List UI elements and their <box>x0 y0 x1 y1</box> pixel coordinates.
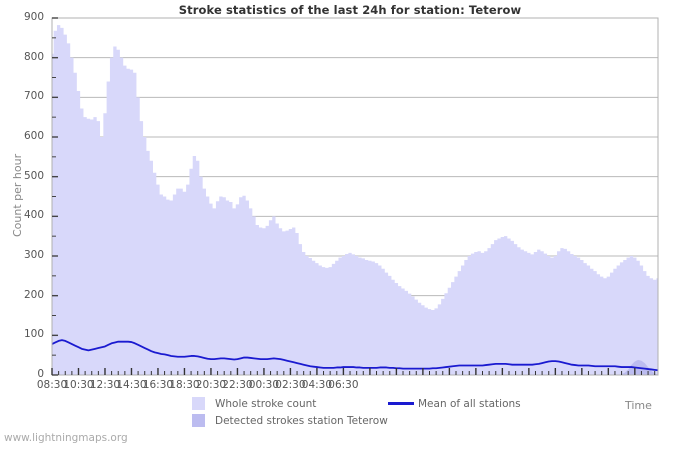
legend-item-label: Whole stroke count <box>215 398 317 410</box>
legend-swatch <box>192 397 205 410</box>
y-axis-tick-label: 900 <box>23 11 44 23</box>
y-axis-tick-label: 400 <box>23 209 44 222</box>
y-axis-title: Count per hour <box>11 153 24 237</box>
x-axis-tick-label: 00:30 <box>248 379 280 391</box>
mean-line-layer <box>51 339 659 372</box>
y-axis-tick-label: 800 <box>23 50 44 63</box>
x-axis-tick-label: 10:30 <box>63 379 94 391</box>
y-axis-tick-label: 500 <box>23 169 44 182</box>
x-axis-tick-label: 04:30 <box>301 379 333 391</box>
y-axis-tick-label: 700 <box>23 90 44 103</box>
x-axis-tick-label: 02:30 <box>275 379 306 391</box>
x-axis-tick-label: 22:30 <box>222 379 253 391</box>
legend-item-label: Detected strokes station Teterow <box>215 415 388 427</box>
x-axis-tick-label: 12:30 <box>89 379 121 391</box>
legend-item-label: Mean of all stations <box>418 398 521 410</box>
x-axis-tick-label: 20:30 <box>195 379 227 391</box>
x-axis-tick-label: 16:30 <box>142 379 174 391</box>
legend-line-marker <box>388 402 414 405</box>
y-axis-tick-label: 600 <box>23 130 44 142</box>
area-series-layer <box>52 25 658 375</box>
page-title: Stroke statistics of the last 24h for st… <box>178 3 522 17</box>
axis-ticks <box>51 17 656 376</box>
x-axis-tick-label: 18:30 <box>169 379 200 391</box>
y-axis-tick-label: 200 <box>23 288 44 301</box>
y-axis-tick-label: 0 <box>37 368 44 380</box>
x-axis-tick-label: 06:30 <box>328 379 359 391</box>
x-axis-tick-label: 14:30 <box>116 379 147 391</box>
watermark: www.lightningmaps.org <box>4 432 128 444</box>
x-axis-title: Time <box>625 399 652 412</box>
x-axis-tick-label: 08:30 <box>36 379 68 391</box>
y-axis-tick-label: 100 <box>23 328 44 341</box>
y-axis-tick-label: 300 <box>23 249 44 261</box>
legend-swatch <box>192 414 205 427</box>
